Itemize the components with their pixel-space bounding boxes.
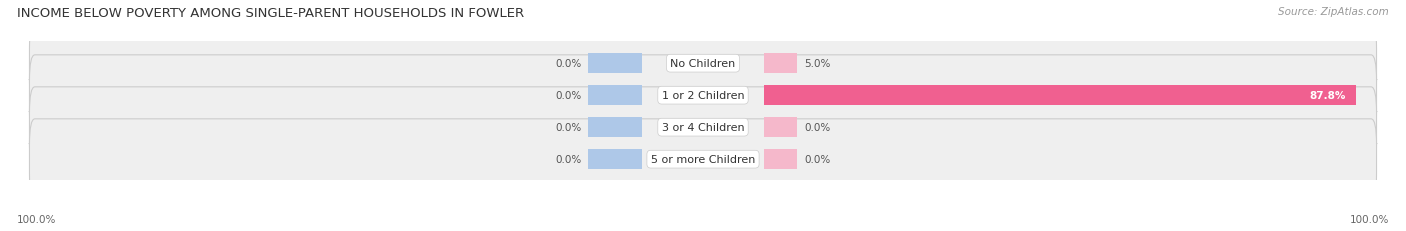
Text: 0.0%: 0.0% [555,91,582,101]
Text: 0.0%: 0.0% [804,155,831,164]
Text: 5.0%: 5.0% [804,59,831,69]
Text: 3 or 4 Children: 3 or 4 Children [662,123,744,133]
Text: 0.0%: 0.0% [555,155,582,164]
Text: INCOME BELOW POVERTY AMONG SINGLE-PARENT HOUSEHOLDS IN FOWLER: INCOME BELOW POVERTY AMONG SINGLE-PARENT… [17,7,524,20]
Text: 5 or more Children: 5 or more Children [651,155,755,164]
Text: 0.0%: 0.0% [555,59,582,69]
Bar [763,86,1357,106]
Text: Source: ZipAtlas.com: Source: ZipAtlas.com [1278,7,1389,17]
Bar [763,150,797,169]
Text: 87.8%: 87.8% [1310,91,1346,101]
Bar [588,118,643,137]
Text: 100.0%: 100.0% [1350,214,1389,224]
Bar [763,54,797,74]
Bar [588,150,643,169]
Bar [588,54,643,74]
Text: 0.0%: 0.0% [804,123,831,133]
Text: 100.0%: 100.0% [17,214,56,224]
Text: 1 or 2 Children: 1 or 2 Children [662,91,744,101]
Bar [763,118,797,137]
FancyBboxPatch shape [30,56,1376,136]
FancyBboxPatch shape [30,119,1376,200]
FancyBboxPatch shape [30,24,1376,104]
Text: 0.0%: 0.0% [555,123,582,133]
FancyBboxPatch shape [30,88,1376,168]
Bar [588,86,643,106]
Text: No Children: No Children [671,59,735,69]
